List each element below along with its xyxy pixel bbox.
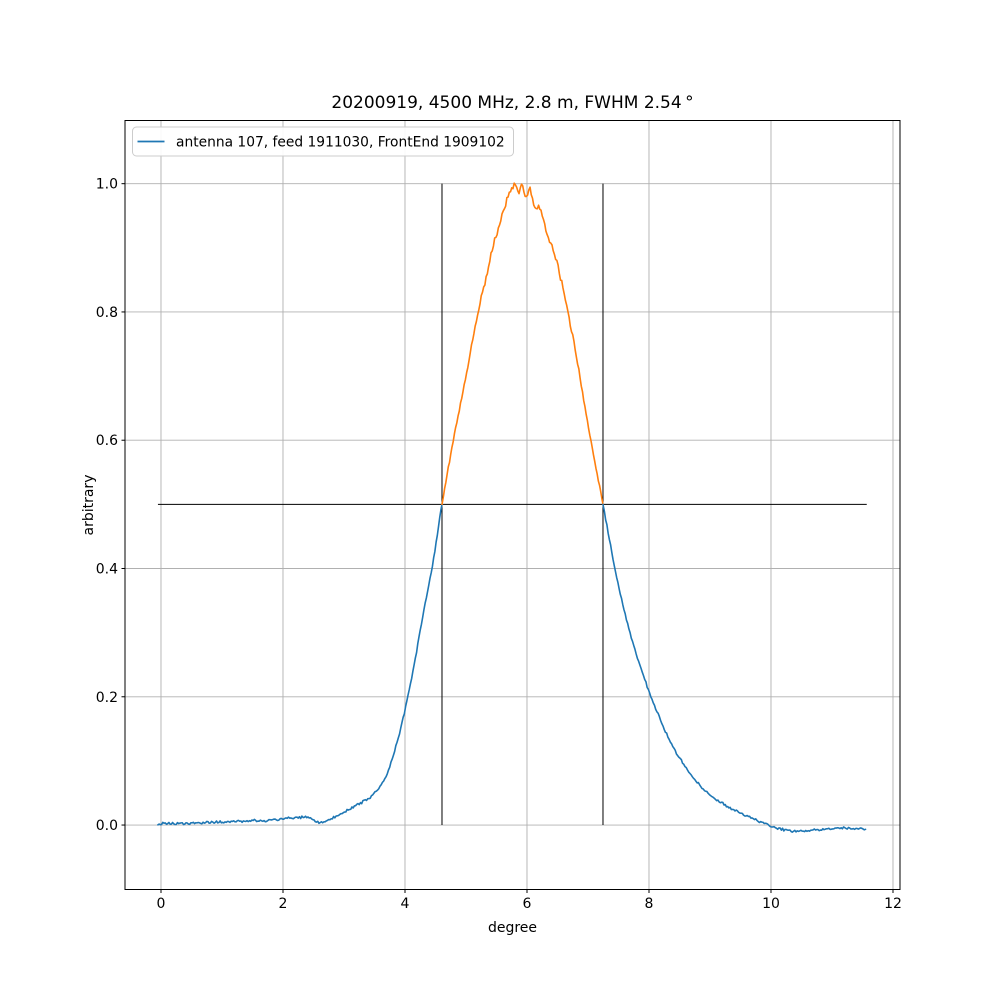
x-tick-label: 4	[401, 896, 410, 912]
x-tick-label: 0	[157, 896, 166, 912]
x-tick-label: 2	[279, 896, 288, 912]
legend: antenna 107, feed 1911030, FrontEnd 1909…	[132, 126, 514, 157]
y-tick-label: 0.4	[96, 561, 118, 577]
y-tick-label: 0.2	[96, 690, 118, 706]
series-blue-left	[157, 503, 443, 826]
axis-ticks	[121, 183, 894, 893]
grid-lines	[125, 120, 900, 890]
y-tick-label: 0.8	[96, 305, 118, 321]
legend-label: antenna 107, feed 1911030, FrontEnd 1909…	[176, 135, 505, 151]
chart-title: 20200919, 4500 MHz, 2.8 m, FWHM 2.54 °	[331, 93, 693, 113]
legend-box	[132, 126, 514, 157]
x-tick-label: 12	[884, 896, 902, 912]
x-tick-label: 6	[523, 896, 532, 912]
axes-spines	[124, 120, 901, 890]
y-tick-label: 0.6	[96, 433, 118, 449]
axis-tick-labels: 0 2 4 6 8 10 12 0.0 0.2 0.4 0.6 0.8 1.0	[96, 177, 902, 912]
y-tick-label: 1.0	[96, 177, 118, 193]
series-orange-above-half	[441, 182, 604, 506]
data-series	[157, 182, 867, 833]
y-axis-label: arbitrary	[81, 475, 97, 536]
x-axis-label: degree	[488, 920, 537, 936]
plot-area	[125, 120, 900, 890]
series-blue-right	[602, 503, 867, 833]
x-tick-label: 10	[762, 896, 780, 912]
x-tick-label: 8	[645, 896, 654, 912]
y-tick-label: 0.0	[96, 818, 118, 834]
